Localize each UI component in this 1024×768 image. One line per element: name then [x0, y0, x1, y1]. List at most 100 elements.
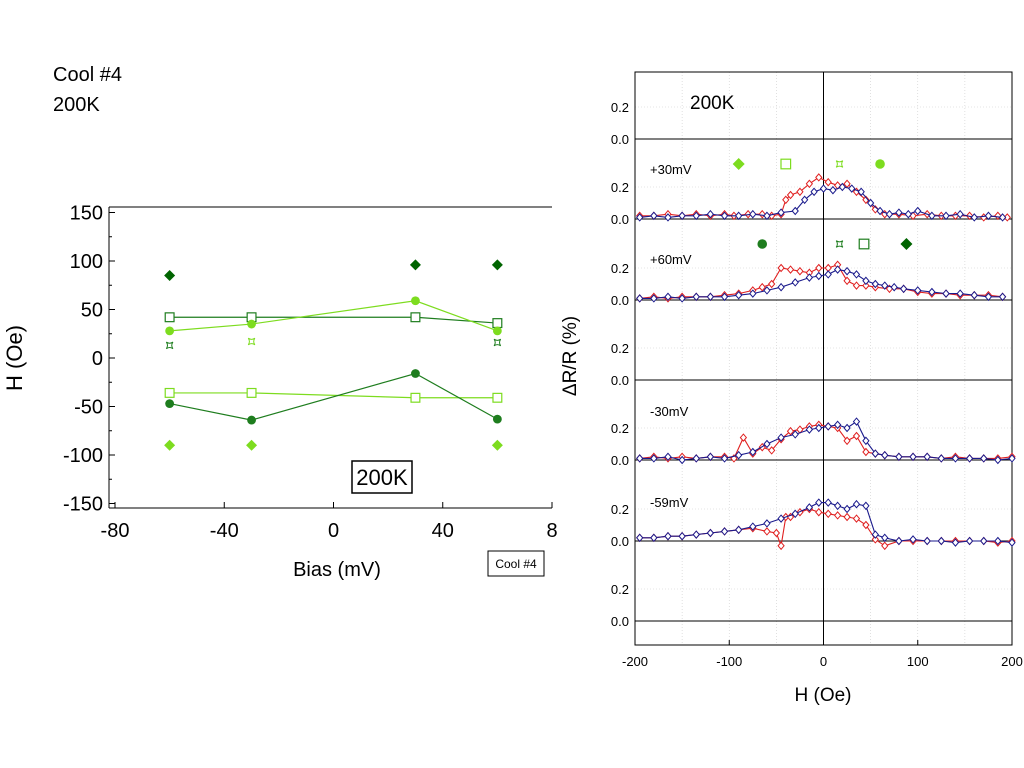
sweep-point	[1008, 538, 1016, 547]
sweep-point	[763, 439, 771, 449]
sweep-point	[749, 289, 757, 298]
sweep-point	[956, 209, 964, 219]
data-point	[165, 326, 175, 336]
sweep-point	[852, 270, 861, 279]
sweep-point	[1003, 213, 1011, 222]
y-tick-label: 0.0	[611, 212, 629, 227]
sweep-point	[843, 436, 851, 446]
sweep-series	[636, 182, 1007, 222]
data-point	[246, 387, 257, 398]
sweep-point	[824, 422, 832, 431]
circle-marker	[165, 399, 175, 408]
sweep-point	[980, 536, 988, 546]
sweep-point	[664, 531, 672, 541]
y-tick-label: 0.0	[611, 132, 629, 147]
cool-tag-box	[487, 550, 545, 577]
sweep-point	[768, 446, 776, 455]
sweep-point	[871, 530, 879, 539]
data-point	[165, 341, 174, 350]
square-marker	[164, 387, 175, 398]
sweep-point	[749, 209, 757, 219]
sweep-point	[678, 211, 686, 221]
data-point	[409, 259, 421, 271]
sweep-point	[871, 449, 879, 458]
data-point	[411, 369, 420, 378]
sweep-point	[805, 179, 814, 189]
data-point	[491, 439, 503, 451]
sweep-point	[763, 211, 771, 221]
sweep-point	[720, 211, 729, 221]
sweep-point	[749, 447, 757, 457]
sweep-point	[678, 455, 686, 465]
sweep-series	[636, 260, 1007, 303]
series-line	[169, 372, 498, 421]
diamond-marker	[164, 270, 176, 282]
sweep-point	[881, 450, 889, 460]
y-tick-label: -150	[63, 494, 103, 516]
sweep-point	[763, 527, 771, 536]
sweep-point	[998, 292, 1007, 302]
sweep-point	[909, 535, 917, 544]
star-marker	[835, 240, 844, 248]
sweep-point	[871, 535, 879, 544]
temperature-box	[351, 460, 413, 494]
sweep-point	[852, 514, 861, 523]
x-tick-label: -80	[101, 520, 130, 542]
sweep-point	[692, 454, 700, 463]
sweep-point	[777, 208, 785, 217]
diamond-marker	[164, 439, 176, 451]
temperature-label: 200K	[356, 465, 408, 490]
panel-2: +60mV	[636, 238, 1007, 303]
sweep-point	[772, 528, 781, 538]
chart-title: 200K	[690, 93, 735, 114]
series-circle-dark	[165, 369, 502, 425]
sweep-point	[852, 431, 861, 441]
sweep-point	[951, 538, 960, 547]
sweep-point	[904, 209, 912, 219]
sweep-point	[706, 452, 715, 462]
square-marker	[410, 392, 421, 403]
sweep-series	[636, 498, 1016, 547]
diamond-marker	[409, 259, 421, 271]
star-marker	[493, 338, 502, 347]
data-point	[247, 415, 256, 425]
sweep-point	[862, 501, 870, 511]
sweep-point	[838, 182, 847, 192]
sweep-point	[815, 498, 823, 507]
sweep-point	[937, 454, 945, 463]
slide-title: Cool #4 200K	[53, 60, 122, 120]
sweep-point	[833, 501, 842, 511]
sweep-point	[862, 436, 870, 446]
panel-label: +60mV	[650, 252, 692, 267]
circle-marker	[757, 239, 768, 249]
data-point	[410, 392, 421, 403]
x-tick-label: -200	[622, 654, 648, 669]
sweep-point	[777, 541, 785, 551]
sweep-point	[786, 190, 795, 200]
sweep-point	[833, 420, 842, 430]
sweep-point	[890, 282, 898, 292]
sweep-point	[881, 281, 889, 290]
slide-title-line1: Cool #4	[53, 64, 122, 86]
y-tick-label: 0.0	[611, 453, 629, 468]
series-diamond-dark	[164, 259, 503, 282]
sweep-point	[664, 452, 672, 462]
data-point	[164, 270, 176, 282]
sweep-point	[833, 511, 842, 520]
panel-label: -59mV	[650, 495, 689, 510]
y-tick-label: 50	[81, 300, 103, 322]
sweep-point	[984, 292, 993, 302]
sweep-point	[636, 533, 644, 543]
y-tick-label: 0.2	[611, 180, 629, 195]
sweep-point	[848, 184, 856, 193]
sweep-point	[782, 195, 790, 205]
sweep-point	[965, 536, 974, 546]
y-tick-label: -100	[63, 445, 103, 467]
sweep-point	[815, 271, 823, 281]
sweep-point	[899, 284, 908, 294]
sweep-point	[852, 417, 861, 426]
sweep-point	[815, 173, 823, 182]
sweep-point	[862, 195, 870, 205]
sweep-point	[763, 519, 771, 528]
panel-label: -30mV	[650, 404, 689, 419]
